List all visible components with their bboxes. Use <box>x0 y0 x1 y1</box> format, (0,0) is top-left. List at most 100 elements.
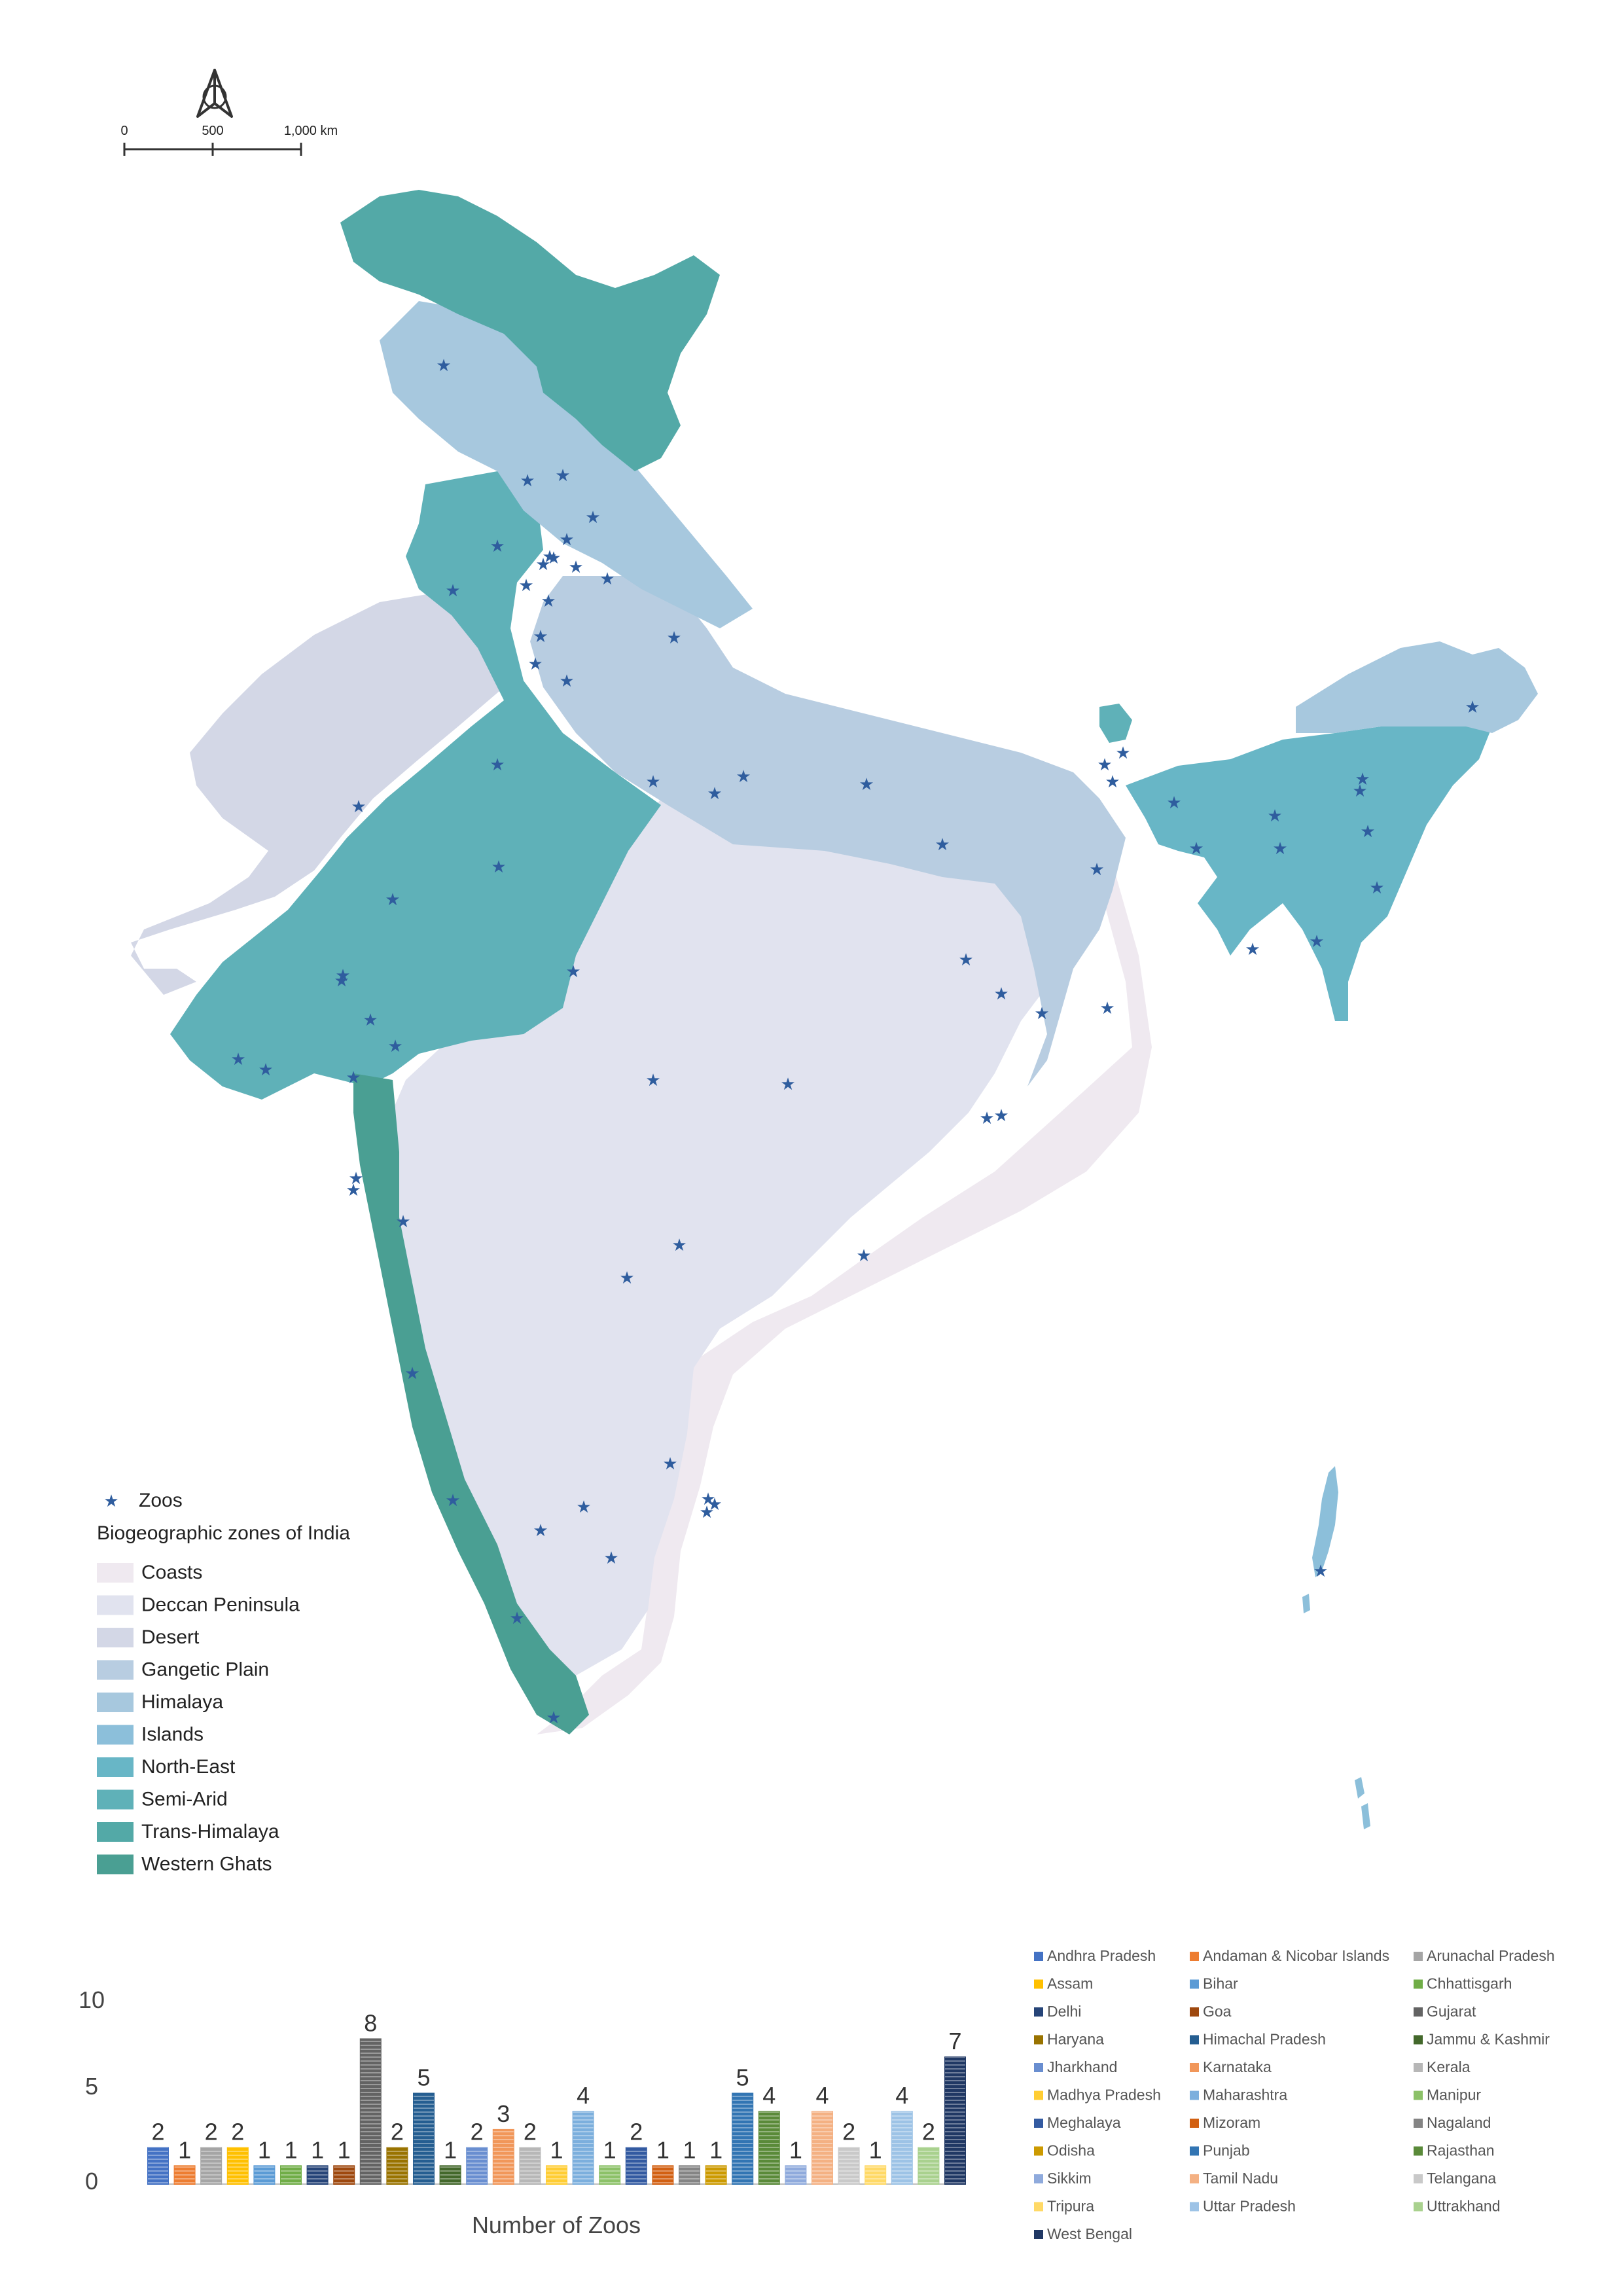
state-swatch <box>1414 2007 1423 2017</box>
zone-islands <box>1302 1466 1370 1829</box>
zone-label: Deccan Peninsula <box>141 1594 300 1616</box>
north-arrow-icon <box>196 69 233 118</box>
zone-trans-himalaya <box>340 190 720 471</box>
state-swatch <box>1414 2063 1423 2072</box>
bar-hatch <box>174 2166 195 2184</box>
zoo-marker: ★ <box>335 965 350 985</box>
zoo-marker: ★ <box>1166 793 1181 812</box>
state-label: Jharkhand <box>1047 2058 1117 2075</box>
bar-value-label: 2 <box>471 2119 484 2145</box>
zoo-marker: ★ <box>1245 939 1260 959</box>
scale-tick-0: 0 <box>120 124 128 138</box>
zoo-marker: ★ <box>559 529 574 549</box>
zoo-marker: ★ <box>1089 859 1104 879</box>
zoo-marker: ★ <box>520 471 535 490</box>
bar-value-label: 1 <box>789 2136 802 2163</box>
zone-label: Semi-Arid <box>141 1789 228 1810</box>
bar-hatch <box>493 2129 514 2184</box>
bar-value-label: 2 <box>842 2119 855 2145</box>
bar-hatch <box>812 2111 832 2184</box>
zone-semi-arid <box>170 471 661 1100</box>
bar-value-label: 2 <box>922 2119 935 2145</box>
bar-value-label: 2 <box>231 2119 244 2145</box>
bar-value-label: 4 <box>577 2082 590 2109</box>
state-label: Rajasthan <box>1427 2142 1495 2159</box>
y-tick-10: 10 <box>79 1986 105 2013</box>
bar-hatch <box>891 2111 912 2184</box>
zoo-marker: ★ <box>533 1520 548 1540</box>
zoo-marker: ★ <box>1097 755 1112 774</box>
zoo-marker: ★ <box>935 834 950 854</box>
zone-western-ghats <box>353 1073 589 1734</box>
bar-value-label: 5 <box>736 2064 749 2091</box>
state-label: Haryana <box>1047 2031 1104 2048</box>
bar-hatch <box>254 2166 275 2184</box>
state-label: Delhi <box>1047 2003 1081 2020</box>
zone-swatch <box>97 1628 134 1647</box>
state-label: Madhya Pradesh <box>1047 2087 1161 2104</box>
india-map <box>131 190 1538 1829</box>
zoo-marker: ★ <box>707 783 722 803</box>
bar-hatch <box>227 2147 248 2184</box>
zoo-marker: ★ <box>699 1502 714 1522</box>
zoo-star-icon: ★ <box>103 1491 118 1511</box>
state-swatch <box>1414 2035 1423 2045</box>
zoo-marker: ★ <box>334 971 349 990</box>
zoo-marker: ★ <box>346 1067 361 1087</box>
state-swatch <box>1190 2090 1199 2100</box>
state-swatch <box>1190 2119 1199 2128</box>
state-swatch <box>1190 1952 1199 1961</box>
zoo-marker: ★ <box>645 772 660 791</box>
bar-value-label: 2 <box>524 2119 537 2145</box>
bar-value-label: 2 <box>205 2119 218 2145</box>
zoo-marker: ★ <box>348 1168 363 1188</box>
bar-hatch <box>732 2093 753 2184</box>
bar-hatch <box>918 2147 939 2184</box>
state-label: Tripura <box>1047 2198 1094 2215</box>
zoo-marker: ★ <box>346 1180 361 1200</box>
state-legend: Andhra Pradesh Andaman & Nicobar Islands A… <box>1034 1947 1555 2242</box>
zoo-marker: ★ <box>445 581 460 600</box>
zoo-marker: ★ <box>387 1036 402 1056</box>
zoo-marker: ★ <box>1369 878 1384 897</box>
zone-label: Desert <box>141 1626 200 1648</box>
zoo-marker: ★ <box>542 547 557 566</box>
bar-hatch <box>652 2166 673 2184</box>
zone-label: Trans-Himalaya <box>141 1821 279 1842</box>
zoo-marker: ★ <box>518 575 533 595</box>
state-label: Kerala <box>1427 2058 1471 2075</box>
bar-value-label: 4 <box>762 2082 776 2109</box>
state-label: Sikkim <box>1047 2170 1092 2187</box>
zoo-marker: ★ <box>1115 743 1130 762</box>
bar-value-label: 1 <box>603 2136 616 2163</box>
state-label: Karnataka <box>1203 2058 1272 2075</box>
zoo-marker: ★ <box>230 1049 245 1069</box>
bar-hatch <box>520 2147 541 2184</box>
zoo-marker: ★ <box>1272 838 1287 858</box>
bar-value-label: 2 <box>630 2119 643 2145</box>
bar-value-label: 2 <box>391 2119 404 2145</box>
bar-hatch <box>148 2147 168 2184</box>
zone-north-east-himalaya <box>1296 641 1538 733</box>
bar-value-label: 1 <box>338 2136 351 2163</box>
zone-swatch <box>97 1660 134 1680</box>
state-label: Assam <box>1047 1975 1093 1992</box>
state-label: Himachal Pradesh <box>1203 2031 1326 2048</box>
bar-hatch <box>281 2166 301 2184</box>
state-label: Maharashtra <box>1203 2087 1287 2104</box>
state-label: Tamil Nadu <box>1203 2170 1278 2187</box>
bar-value-label: 1 <box>709 2136 722 2163</box>
zone-label: Islands <box>141 1724 204 1746</box>
zone-himalaya <box>380 301 753 628</box>
zone-label: Western Ghats <box>141 1854 272 1875</box>
state-swatch <box>1034 2202 1043 2212</box>
bar-value-label: 3 <box>497 2100 510 2127</box>
zone-north-east <box>1126 713 1492 1021</box>
state-swatch <box>1034 2007 1043 2017</box>
state-swatch <box>1414 2090 1423 2100</box>
bar-value-label: 1 <box>656 2136 669 2163</box>
state-label: Punjab <box>1203 2142 1250 2159</box>
legend-zoos-label: Zoos <box>139 1490 183 1511</box>
scale-tick-1000: 1,000 km <box>284 124 338 138</box>
zoo-marker: ★ <box>404 1363 419 1383</box>
